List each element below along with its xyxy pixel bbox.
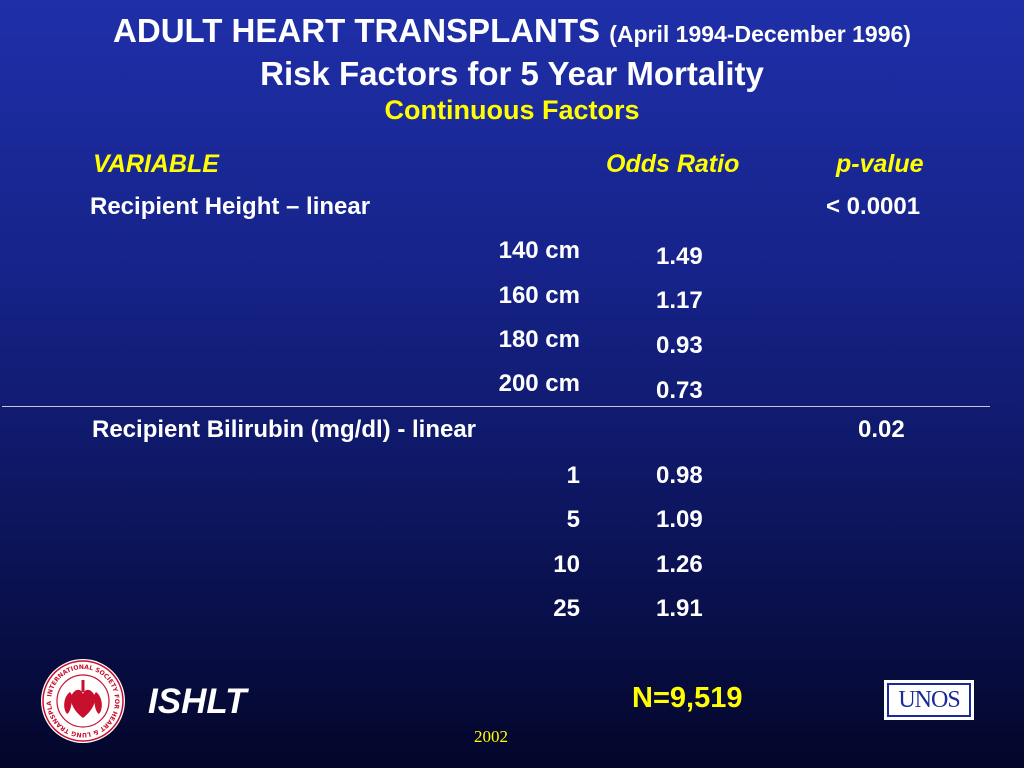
group-label: Recipient Bilirubin (mg/dl) - linear [92,416,477,443]
page-subtitle-secondary: Continuous Factors [384,95,640,125]
row-odds-ratio: 0.93 [656,332,703,359]
sample-size: N=9,519 [632,682,743,714]
row-odds-ratio: 1.26 [656,551,703,578]
row-odds-ratio: 1.09 [656,506,703,533]
row-level: 25 [553,595,580,622]
row-level: 1 [566,462,580,489]
row-odds-ratio: 0.98 [656,462,703,489]
row-level: 10 [553,551,580,578]
unos-logo-icon: UNOS [884,680,974,720]
row-level: 140 cm [498,237,580,264]
row-odds-ratio: 1.49 [656,243,703,270]
row-level: 160 cm [498,282,580,309]
ishlt-logo-icon: INTERNATIONAL SOCIETY FOR HEART & LUNG T… [37,653,126,744]
row-level: 200 cm [498,370,580,397]
org-label: ISHLT [148,682,247,721]
table-divider [2,406,990,407]
row-level: 5 [566,506,580,533]
header-p-value: p-value [836,150,924,178]
title-main: ADULT HEART TRANSPLANTS [113,12,601,49]
row-odds-ratio: 1.17 [656,287,703,314]
group-p-value: < 0.0001 [826,193,921,220]
row-odds-ratio: 0.73 [656,377,703,404]
header-variable: VARIABLE [93,150,219,178]
year-label: 2002 [474,727,508,746]
page-title: ADULT HEART TRANSPLANTS (April 1994-Dece… [0,12,1024,50]
title-date-range: (April 1994-December 1996) [609,21,911,47]
group-p-value: 0.02 [858,416,905,443]
group-label: Recipient Height – linear [90,193,371,220]
unos-logo-text: UNOS [887,683,971,717]
row-level: 180 cm [498,326,580,353]
row-odds-ratio: 1.91 [656,595,703,622]
page-subtitle: Risk Factors for 5 Year Mortality [260,55,764,92]
header-odds-ratio: Odds Ratio [606,150,740,178]
